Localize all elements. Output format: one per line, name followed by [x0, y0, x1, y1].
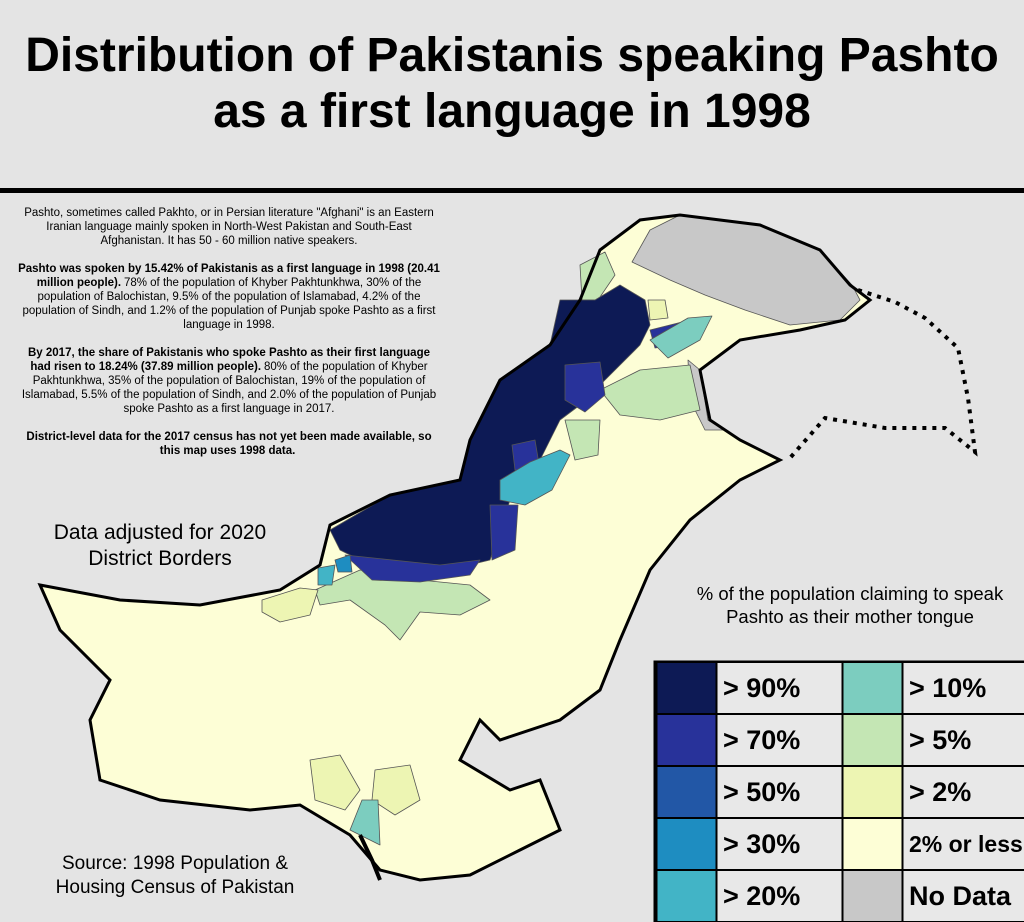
- legend-swatch: [841, 713, 904, 767]
- text: Pashto, sometimes called Pakhto, or in P…: [24, 207, 434, 247]
- legend-label: > 5%: [909, 725, 971, 755]
- bold-text: Pashto was spoken by 15.42% of Pakistani…: [18, 263, 440, 289]
- region: [344, 554, 481, 583]
- paragraph: Pashto was spoken by 15.42% of Pakistani…: [18, 262, 440, 332]
- region: [649, 315, 713, 359]
- region: [599, 364, 701, 421]
- legend-label: > 90%: [723, 673, 800, 703]
- disputed-border: [788, 288, 978, 460]
- legend-swatch: [841, 817, 904, 871]
- paragraph: Pashto, sometimes called Pakhto, or in P…: [18, 206, 440, 248]
- legend-cell: [715, 661, 844, 715]
- coast: [358, 834, 382, 881]
- legend-title: % of the population claiming to speak Pa…: [696, 583, 1004, 627]
- region: [564, 419, 601, 461]
- legend-swatch: [655, 765, 718, 819]
- legend: > 90% > 70% > 50% > 30% > 20% > 10% > 5% > 2% 2%…: [653, 660, 1024, 922]
- region: [334, 554, 353, 573]
- region: [317, 564, 336, 586]
- legend-swatch: [841, 869, 904, 922]
- legend-cell: [901, 713, 1024, 767]
- title: Distribution of Pakistanis speaking Pash…: [25, 29, 999, 138]
- legend-label: > 70%: [723, 725, 800, 755]
- bold-text: District-level data for the 2017 census …: [26, 431, 432, 457]
- region: [489, 504, 519, 561]
- source: Source: 1998 Population & Housing Census…: [55, 853, 295, 898]
- legend-swatch: [655, 713, 718, 767]
- legend-label: > 30%: [723, 829, 800, 859]
- legend-cell: [901, 661, 1024, 715]
- legend-swatch: [655, 817, 718, 871]
- country-outline: [37, 213, 873, 882]
- legend-swatch: [841, 661, 904, 715]
- region: [499, 449, 571, 506]
- text: 78% of the population of Khyber Pakhtunk…: [22, 277, 436, 331]
- legend-cell: [901, 817, 1024, 871]
- region: [349, 799, 381, 846]
- region: [309, 754, 361, 811]
- legend-label: 2% or less: [909, 831, 1023, 857]
- divider: [0, 188, 1024, 193]
- legend-cell: [715, 765, 844, 819]
- legend-swatch: [655, 661, 718, 715]
- region: [371, 764, 421, 816]
- paragraph: District-level data for the 2017 census …: [18, 430, 440, 458]
- legend-label: > 50%: [723, 777, 800, 807]
- legend-label: No Data: [909, 881, 1012, 911]
- legend-swatch: [841, 765, 904, 819]
- bold-text: By 2017, the share of Pakistanis who spo…: [28, 347, 430, 373]
- legend-label: > 20%: [723, 881, 800, 911]
- legend-cell: [901, 869, 1024, 922]
- paragraph: By 2017, the share of Pakistanis who spo…: [18, 346, 440, 416]
- legend-swatch: [655, 869, 718, 922]
- legend-label: > 2%: [909, 777, 971, 807]
- text: 80% of the population of Khyber Pakhtunk…: [21, 361, 437, 415]
- note: Data adjusted for 2020 District Borders: [53, 521, 267, 570]
- description: Pashto, sometimes called Pakhto, or in P…: [18, 206, 440, 472]
- region: [261, 587, 319, 623]
- region: [564, 361, 606, 413]
- regions: [39, 214, 871, 881]
- region: [647, 299, 669, 321]
- legend-label: > 10%: [909, 673, 986, 703]
